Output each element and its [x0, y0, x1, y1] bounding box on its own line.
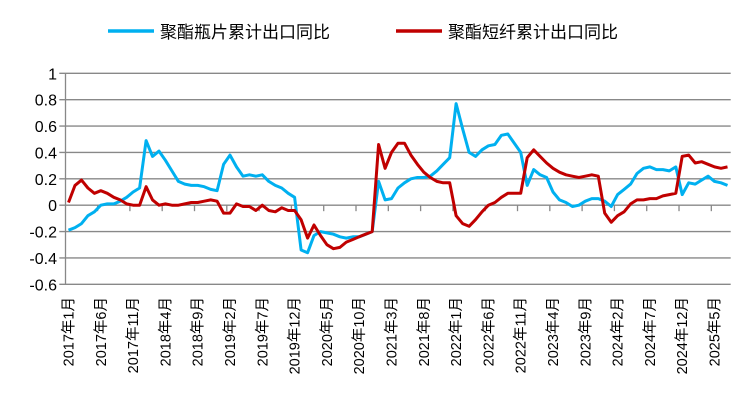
series-line-1 [67, 141, 728, 251]
series-points-0 [68, 103, 728, 253]
x-tick-label: 2022年11月 [513, 297, 530, 373]
y-tick-label: -0.2 [29, 225, 57, 242]
x-tick-label: 2018年4月 [157, 297, 174, 366]
x-tick-label: 2018年9月 [190, 297, 207, 366]
x-tick-label: 2023年4月 [545, 297, 562, 366]
gridlines [59, 72, 731, 285]
legend-label-psf: 聚酯短纤累计出口同比 [448, 23, 618, 42]
y-tick-label: -0.4 [29, 251, 57, 268]
legend-label-pet-chips: 聚酯瓶片累计出口同比 [160, 23, 330, 42]
x-tick-label: 2017年11月 [125, 297, 142, 373]
y-tick-label: 0.4 [35, 145, 57, 162]
x-tick-label: 2022年1月 [448, 297, 465, 366]
y-axis-ticks: 1 0.8 0.6 0.4 0.2 0 -0.2 -0.4 -0.6 [29, 66, 57, 294]
series-lines [67, 102, 729, 255]
x-tick-label: 2021年8月 [416, 297, 433, 366]
y-tick-label: 0.8 [35, 93, 57, 110]
y-tick-label: 1 [48, 66, 57, 83]
legend-item-psf: 聚酯短纤累计出口同比 [396, 23, 618, 42]
x-tick-label: 2020年10月 [351, 297, 368, 374]
x-tick-label: 2019年12月 [287, 297, 304, 374]
y-tick-label: 0.6 [35, 119, 57, 136]
x-tick-label: 2017年1月 [61, 297, 78, 366]
y-tick-label: 0 [48, 198, 57, 215]
series-points-1 [68, 143, 728, 249]
x-tick-label: 2019年7月 [254, 297, 271, 366]
y-tick-label: 0.2 [35, 172, 57, 189]
x-tick-label: 2022年6月 [480, 297, 497, 366]
x-tick-label: 2023年9月 [577, 297, 594, 366]
x-tick-label: 2024年2月 [610, 297, 627, 366]
y-tick-label: -0.6 [29, 277, 57, 294]
x-axis-ticks: 2017年1月 2017年6月 2017年11月 2018年4月 2018年9月 2019… [61, 205, 724, 374]
x-tick-label: 2021年3月 [384, 297, 401, 366]
legend: 聚酯瓶片累计出口同比 聚酯短纤累计出口同比 [108, 23, 618, 42]
x-tick-label: 2025年5月 [707, 297, 724, 366]
x-tick-label: 2017年6月 [93, 297, 110, 366]
x-tick-label: 2019年2月 [222, 297, 239, 366]
legend-item-pet-chips: 聚酯瓶片累计出口同比 [108, 23, 330, 42]
x-tick-label: 2024年7月 [642, 297, 659, 366]
x-tick-label: 2024年12月 [674, 297, 691, 374]
x-tick-label: 2020年5月 [319, 297, 336, 366]
